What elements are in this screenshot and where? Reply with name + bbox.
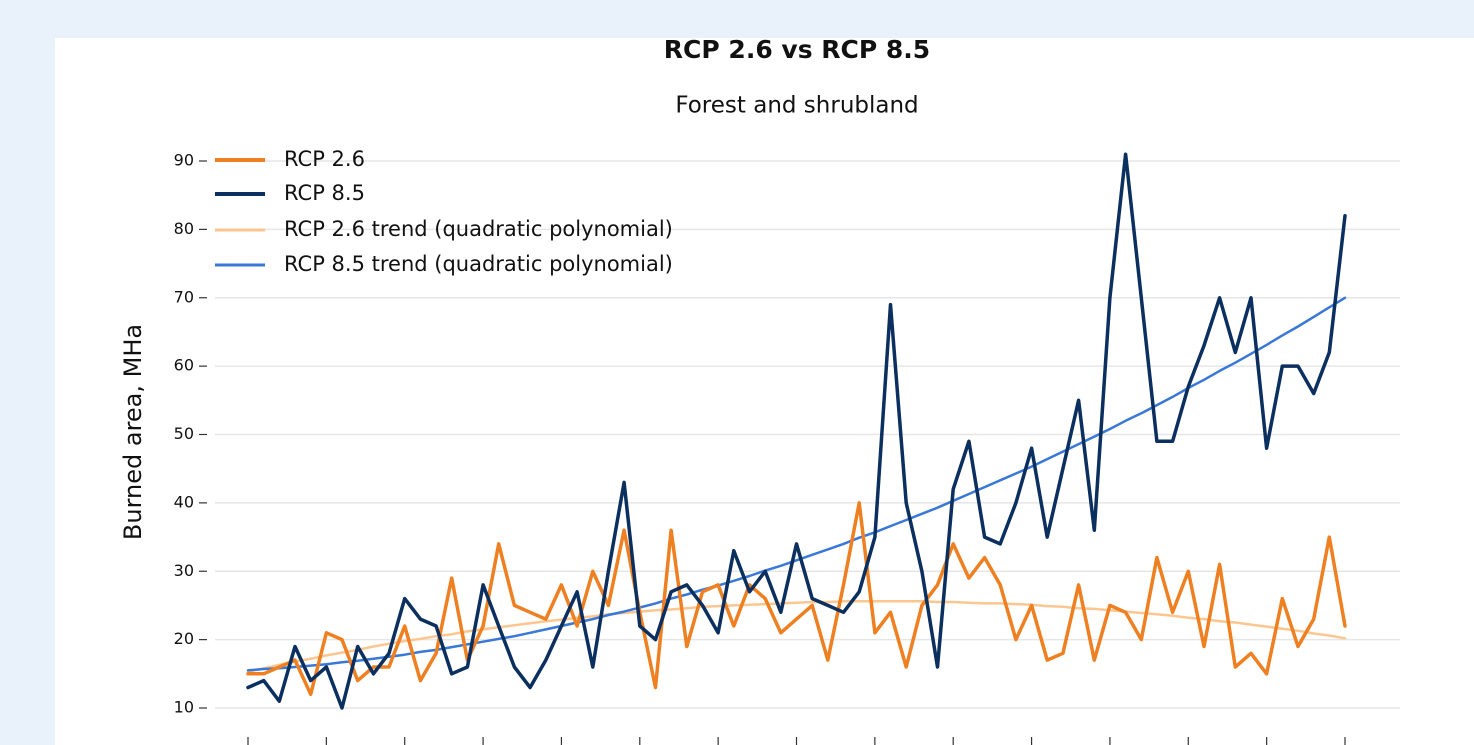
legend-label: RCP 2.6 (284, 147, 365, 171)
y-tick-label: 10 (174, 698, 194, 717)
y-tick-label: 90 (174, 151, 194, 170)
y-tick-label: 60 (174, 356, 194, 375)
y-axis-label: Burned area, MHa (119, 324, 147, 540)
legend-label: RCP 2.6 trend (quadratic polynomial) (284, 217, 673, 241)
series-line (246, 600, 1347, 674)
y-tick-label: 20 (174, 629, 194, 648)
y-tick-label: 50 (174, 424, 194, 443)
y-tick-label: 30 (174, 561, 194, 580)
y-tick-label: 70 (174, 287, 194, 306)
y-tick-label: 40 (174, 492, 194, 511)
legend-label: RCP 8.5 trend (quadratic polynomial) (284, 252, 673, 276)
chart-subtitle: Forest and shrubland (675, 93, 918, 119)
series-line (246, 296, 1347, 672)
panel (55, 38, 1474, 745)
legend-label: RCP 8.5 (284, 181, 365, 205)
y-tick-label: 80 (174, 219, 194, 238)
chart-title: RCP 2.6 vs RCP 8.5 (664, 35, 930, 64)
series-line (246, 152, 1347, 710)
series-line (246, 501, 1347, 697)
